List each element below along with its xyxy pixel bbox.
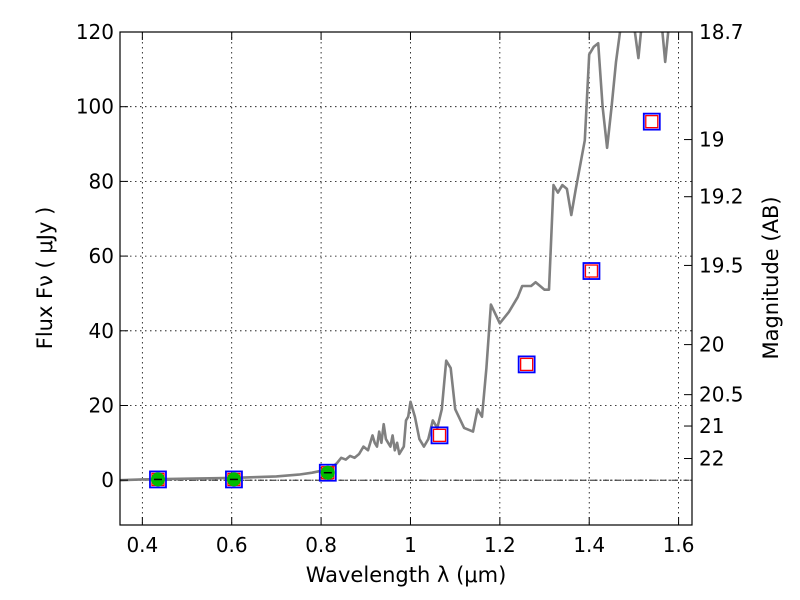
right-tick-label: 21 xyxy=(699,414,724,438)
band-square-marker xyxy=(582,262,601,280)
y-tick-label: 20 xyxy=(89,393,114,417)
band-square-marker xyxy=(225,470,243,489)
band-square-marker xyxy=(642,112,661,131)
right-tick-label: 20.5 xyxy=(699,383,744,407)
right-tick-label: 20 xyxy=(699,333,724,357)
y-tick-label: 40 xyxy=(89,319,114,343)
right-magnitude-axis: 18.7 19 19.2 19.5 20 20.5 21 22 xyxy=(684,20,744,471)
right-tick-label: 19.2 xyxy=(699,185,744,209)
x-tick-label: 1.2 xyxy=(484,533,516,557)
band-inner-marker xyxy=(432,428,447,443)
grid xyxy=(120,31,692,525)
right-tick-label: 19.5 xyxy=(699,253,744,277)
band-inner-marker xyxy=(584,264,599,278)
plot-frame xyxy=(119,31,693,526)
x-tick-label: 1 xyxy=(404,533,417,557)
x-axis: 0.4 0.6 0.8 1 1.2 1.4 1.6 xyxy=(126,32,695,557)
y-tick-label: 0 xyxy=(101,468,114,492)
band-inner-marker xyxy=(645,114,659,129)
band-inner-marker xyxy=(520,357,534,372)
y-tick-label: 120 xyxy=(76,20,114,44)
x-axis-label: Wavelength λ (μm) xyxy=(306,563,507,587)
y-tick-label: 80 xyxy=(89,169,114,193)
model-spectrum-line xyxy=(120,32,670,482)
y-axis: 0 20 40 60 80 100 120 xyxy=(76,20,128,492)
x-tick-label: 0.6 xyxy=(216,533,248,557)
band-square-marker xyxy=(517,355,536,374)
y-tick-label: 60 xyxy=(89,244,114,268)
band-square-marker xyxy=(149,470,167,489)
band-square-marker xyxy=(318,463,337,482)
right-axis-label: Magnitude (AB) xyxy=(759,196,783,359)
x-tick-label: 1.4 xyxy=(573,533,605,557)
band-square-marker xyxy=(430,426,449,445)
y-axis-label: Flux Fν ( μJy ) xyxy=(33,207,57,350)
x-tick-label: 0.4 xyxy=(126,533,158,557)
right-tick-label: 19 xyxy=(699,128,724,152)
right-tick-label: 22 xyxy=(699,447,724,471)
right-tick-label: 18.7 xyxy=(699,20,744,44)
x-tick-label: 0.8 xyxy=(305,533,337,557)
y-tick-label: 100 xyxy=(76,95,114,119)
plot-area xyxy=(120,32,692,489)
x-tick-label: 1.6 xyxy=(663,533,695,557)
